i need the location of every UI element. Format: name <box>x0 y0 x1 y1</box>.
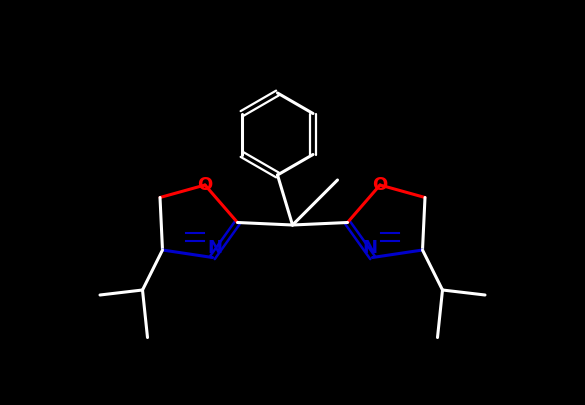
Text: O: O <box>197 176 212 194</box>
Text: O: O <box>373 176 388 194</box>
Text: N: N <box>363 239 377 258</box>
Text: N: N <box>208 239 222 258</box>
